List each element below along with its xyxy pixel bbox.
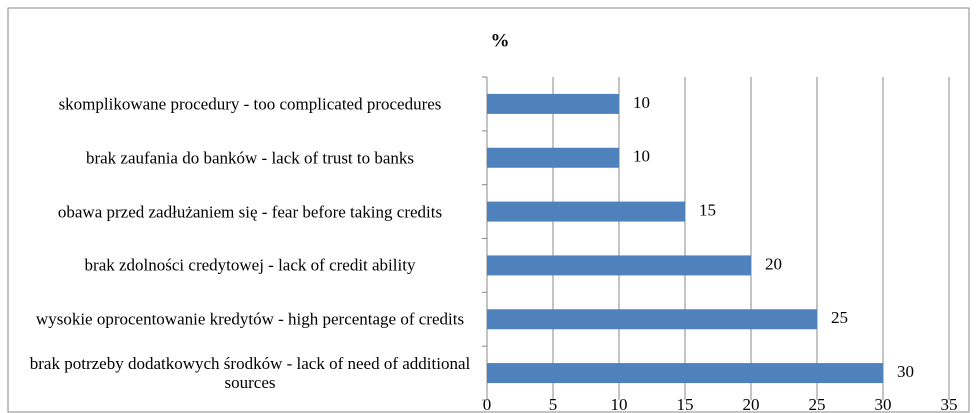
y-tick-label: brak zaufania do banków - lack of trust … [85, 148, 415, 168]
value-label: 15 [699, 200, 716, 219]
value-label: 20 [765, 254, 782, 273]
x-tick-label: 10 [611, 395, 628, 413]
value-label: 10 [633, 93, 650, 112]
bar [487, 363, 883, 384]
value-label: 10 [633, 147, 650, 166]
value-label: 30 [897, 362, 914, 381]
value-label: 25 [831, 308, 848, 327]
x-tick-label: 15 [677, 395, 694, 413]
x-tick-label: 0 [483, 395, 492, 413]
x-tick-label: 20 [743, 395, 760, 413]
x-tick-label: 5 [549, 395, 558, 413]
y-tick-label: skomplikowane procedury - too complicate… [58, 94, 442, 114]
y-tick-label: brak potrzeby dodatkowych środków - lack… [29, 354, 471, 393]
chart-title: % [491, 30, 510, 51]
x-tick-label: 25 [809, 395, 826, 413]
y-tick-label: wysokie oprocentowanie kredytów - high p… [35, 309, 465, 329]
bar [487, 255, 751, 276]
bar [487, 201, 685, 222]
x-tick-label: 30 [875, 395, 892, 413]
bar [487, 93, 619, 114]
bar [487, 309, 817, 330]
bar [487, 147, 619, 168]
y-tick-label: obawa przed zadłużaniem się - fear befor… [57, 202, 443, 222]
x-tick-label: 35 [941, 395, 958, 413]
y-tick-label: brak zdolności credytowej - lack of cred… [84, 255, 416, 275]
